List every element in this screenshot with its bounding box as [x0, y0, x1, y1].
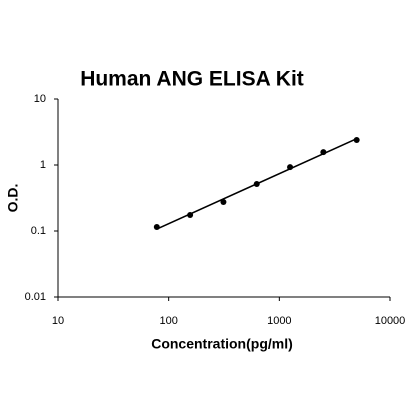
x-tick-label: 1000	[267, 315, 291, 327]
x-tick-label: 10000	[375, 315, 406, 327]
x-axis-label: Concentration(pg/ml)	[151, 336, 293, 352]
y-axis-label: O.D.	[5, 184, 21, 213]
x-tick-label: 10	[52, 315, 64, 327]
data-point	[287, 164, 294, 171]
data-point	[187, 211, 194, 218]
y-tick-label: 1	[40, 159, 46, 171]
data-point	[353, 137, 360, 144]
y-tick-label: 10	[34, 93, 46, 105]
y-tick-label: 0.1	[31, 225, 46, 237]
data-point	[253, 181, 260, 188]
data-point	[220, 199, 227, 206]
y-tick-label: 0.01	[25, 291, 46, 303]
x-tick-label: 100	[159, 315, 177, 327]
data-point	[320, 149, 327, 156]
data-point	[153, 223, 160, 230]
chart-title: Human ANG ELISA Kit	[80, 68, 304, 91]
